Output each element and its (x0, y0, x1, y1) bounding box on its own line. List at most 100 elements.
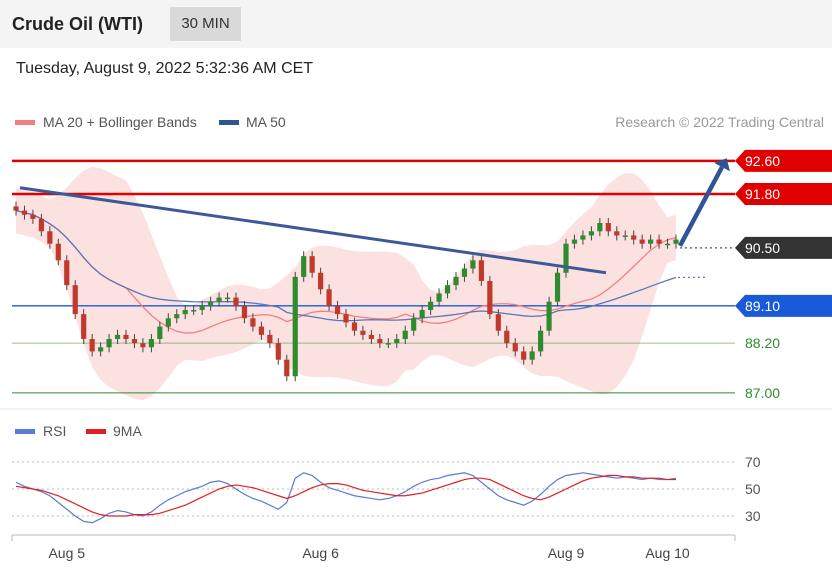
candle-body (444, 285, 451, 294)
candle-body (89, 339, 95, 352)
candle-body (546, 301, 552, 331)
candle-body (622, 235, 628, 237)
ma9-legend-label: 9MA (113, 423, 142, 439)
candle-body (571, 239, 578, 244)
candle-body (13, 206, 19, 211)
candle-body (38, 218, 44, 232)
candle-body (250, 318, 256, 327)
candle-body (605, 223, 611, 232)
candle-body (224, 297, 231, 300)
candle-body (241, 305, 248, 319)
candle-body (199, 305, 205, 310)
candle-body (123, 334, 129, 339)
candle-body (233, 297, 239, 306)
candle-body (504, 330, 510, 344)
candle-body (182, 310, 188, 315)
candle-body (301, 256, 307, 277)
x-tick-label: Aug 10 (645, 545, 690, 561)
price-levels (12, 159, 735, 394)
bollinger-band-area (16, 166, 676, 401)
level-92-60-tag (735, 149, 832, 172)
candle-body (165, 318, 171, 327)
candle-body (664, 243, 671, 246)
candle-body (588, 231, 594, 236)
candle-body (309, 256, 315, 273)
rsi-tick-50: 50 (745, 481, 761, 497)
candle-body (351, 322, 358, 331)
candle-body (174, 314, 180, 319)
candle-body (461, 268, 468, 277)
candle-body (131, 339, 138, 344)
x-tick-label: Aug 6 (302, 545, 339, 561)
ma9-line (15, 474, 676, 517)
candle-body (512, 343, 518, 352)
trend-annotations (19, 158, 730, 275)
candle-body (368, 334, 374, 339)
rsi-legend-swatch (15, 429, 35, 434)
projection-arrow-head (714, 158, 730, 172)
candle-body (478, 260, 484, 281)
rsi-tick-70: 70 (745, 454, 761, 470)
candle-body (487, 281, 493, 315)
candle-body (597, 223, 603, 232)
candle-body (275, 343, 281, 360)
projection-arrow-shaft (678, 166, 724, 247)
candle-body (318, 272, 324, 290)
candle-body (614, 231, 620, 236)
interval-button[interactable]: 30 MIN (170, 7, 241, 41)
chart-title: Crude Oil (WTI) (12, 14, 143, 34)
candle-body (334, 305, 341, 315)
level-88-20-label: 88.20 (745, 335, 780, 351)
candle-body (208, 301, 214, 306)
ma20-legend-swatch (15, 120, 35, 125)
x-axis: Aug 5 Aug 6 Aug 9 Aug 10 (11, 534, 736, 561)
candle-body (216, 297, 222, 302)
rsi-panel: 70 50 30 (12, 454, 761, 524)
candle-body (284, 359, 290, 377)
candle-body (495, 314, 501, 331)
candle-body (554, 272, 561, 302)
level-90-50-tag-label: 90.50 (745, 240, 780, 256)
level-91-80-tag-label: 91.80 (745, 186, 780, 202)
candle-body (428, 301, 434, 310)
candle-body (377, 339, 383, 344)
candle-body (30, 214, 36, 219)
candle-body (191, 310, 197, 312)
candle-body (453, 276, 459, 286)
ma50-legend-label: MA 50 (246, 114, 286, 130)
candle-body (81, 314, 87, 339)
candle-body (394, 339, 400, 344)
candle-body (343, 314, 349, 323)
rsi-line (15, 472, 677, 524)
candle-body (326, 289, 332, 306)
candle-body (258, 326, 264, 335)
rsi-legend-label: RSI (43, 423, 66, 439)
ma9-legend-swatch (86, 429, 106, 434)
x-tick-label: Aug 9 (548, 545, 585, 561)
downtrend-line (19, 186, 607, 275)
candle-body (360, 330, 366, 335)
timestamp: Tuesday, August 9, 2022 5:32:36 AM CET (16, 60, 314, 77)
candle-body (580, 235, 586, 240)
candle-body (157, 326, 163, 339)
level-92-60-tag-label: 92.60 (745, 153, 780, 169)
candle-body (106, 339, 112, 348)
candle-body (521, 351, 527, 360)
candle-body (21, 210, 28, 215)
candle-body (72, 285, 78, 315)
candle-body (267, 334, 273, 344)
candle-body (402, 330, 408, 339)
level-91-80-tag (735, 183, 832, 205)
level-90-50-tag (735, 236, 832, 259)
price-tags: 92.60 91.80 90.50 89.10 88.20 87.00 (735, 149, 832, 401)
candle-body (114, 334, 121, 339)
candle-body (529, 351, 535, 360)
candle-body (292, 276, 298, 377)
research-credit: Research © 2022 Trading Central (615, 114, 824, 130)
candle-body (648, 239, 654, 244)
candle-body (656, 239, 662, 244)
ma50-legend-swatch (219, 120, 239, 125)
level-87-00-label: 87.00 (745, 385, 780, 401)
bollinger-bands (16, 166, 676, 401)
